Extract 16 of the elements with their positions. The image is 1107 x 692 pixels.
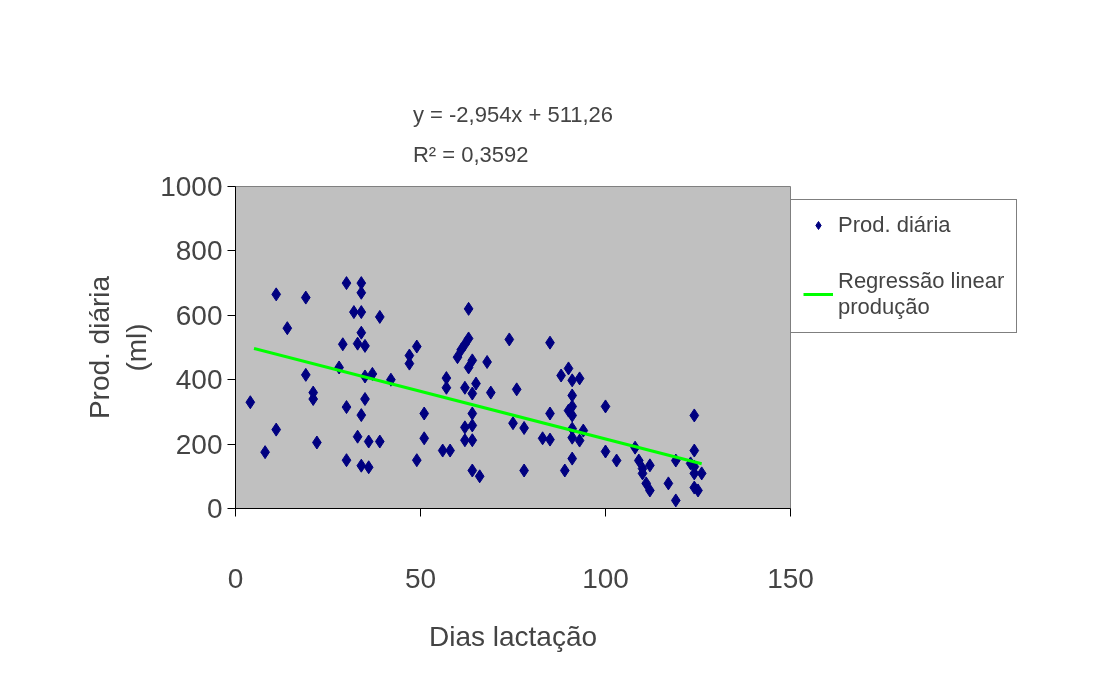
legend-label: Regressão linear produção <box>838 268 1005 320</box>
legend-label: Prod. diária <box>838 212 951 238</box>
y-tick-label: 600 <box>175 299 223 331</box>
x-tick-label: 150 <box>767 562 814 594</box>
text: y = -2,954x + 511,26 <box>412 101 614 127</box>
x-tick-label: 50 <box>404 562 437 594</box>
y-tick-label: 0 <box>206 493 223 524</box>
text: R² = 0,3592 <box>412 141 529 167</box>
y-axis-title: Prod. diária (ml) <box>84 275 153 420</box>
x-tick-label: 0 <box>227 562 244 594</box>
y-tick-label: 200 <box>175 428 223 460</box>
y-tick-label: 400 <box>175 364 223 396</box>
y-tick-label: 1000 <box>160 171 223 202</box>
x-tick-label: 100 <box>582 562 629 594</box>
y-tick-label: 800 <box>175 235 223 267</box>
x-axis-title: Dias lactação <box>428 620 598 652</box>
